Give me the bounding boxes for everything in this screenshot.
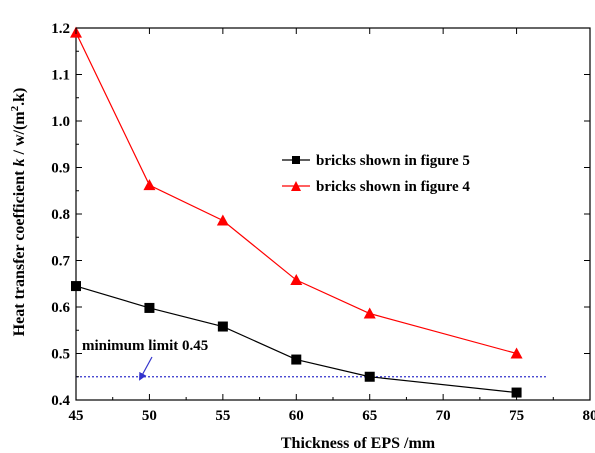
data-point-series-1 <box>71 281 81 292</box>
y-tick-label: 0.6 <box>51 300 70 316</box>
y-tick-label: 0.8 <box>51 207 70 223</box>
series-line-2 <box>75 32 517 355</box>
annotation-arrow <box>139 356 153 381</box>
y-tick-label: 1.0 <box>51 114 70 130</box>
series-line-1 <box>75 285 517 394</box>
legend-marker-series-1 <box>292 156 300 164</box>
legend-label-series-1: bricks shown in figure 5 <box>316 153 470 169</box>
x-axis-title: Thickness of EPS /mm <box>281 435 436 452</box>
x-tick-label: 70 <box>436 408 451 424</box>
y-tick-label: 1.2 <box>51 21 70 37</box>
x-tick-label: 65 <box>362 408 377 424</box>
x-tick-label: 55 <box>215 408 230 424</box>
data-point-series-1 <box>511 387 522 398</box>
legend: bricks shown in figure 5 bricks shown in… <box>282 153 470 195</box>
y-tick-label: 1.1 <box>51 68 70 84</box>
y-axis-title-k: k <box>11 158 28 166</box>
x-tick-label: 45 <box>69 408 84 424</box>
y-tick-label: 0.7 <box>51 254 70 270</box>
data-point-series-2 <box>143 179 156 191</box>
x-tick-label: 50 <box>142 408 157 424</box>
y-tick-label: 0.4 <box>51 393 70 409</box>
legend-label-series-2: bricks shown in figure 4 <box>316 179 470 195</box>
annotation: minimum limit 0.45 <box>82 338 208 381</box>
x-tick-label: 60 <box>289 408 304 424</box>
y-axis-title-mid: / w/(m <box>11 111 28 159</box>
data-point-series-2 <box>363 307 376 319</box>
y-axis-title: Heat transfer coefficient k / w/(m2.k) <box>9 88 28 337</box>
x-tick-label: 75 <box>509 408 524 424</box>
series-group <box>70 26 523 398</box>
y-axis-title-prefix: Heat transfer coefficient <box>11 166 28 336</box>
y-axis-title-sup: 2 <box>9 105 21 111</box>
x-tick-label: 80 <box>583 408 595 424</box>
annotation-text: minimum limit 0.45 <box>82 338 208 354</box>
data-point-series-1 <box>364 371 375 382</box>
tick-group: 45 50 55 60 65 70 75 80 0.4 0.5 0.6 0.7 0.8 0.9 1.0 1.1… <box>51 21 595 424</box>
data-point-series-1 <box>144 302 155 313</box>
data-point-series-1 <box>217 321 228 332</box>
y-axis-title-suffix: .k) <box>11 88 28 106</box>
legend-marker-series-2 <box>291 181 301 191</box>
data-point-series-2 <box>290 274 303 286</box>
y-tick-label: 0.5 <box>51 347 70 363</box>
data-point-series-1 <box>291 354 302 365</box>
data-point-series-2 <box>216 214 229 226</box>
y-tick-label: 0.9 <box>51 161 70 177</box>
data-point-series-2 <box>510 347 523 359</box>
